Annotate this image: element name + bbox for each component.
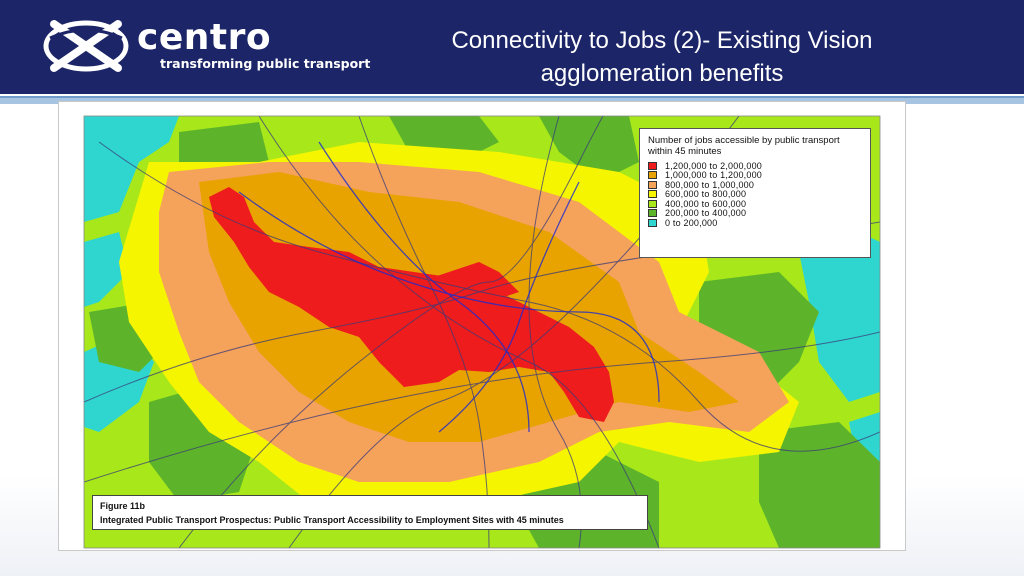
legend-item: 600,000 to 800,000: [648, 189, 862, 200]
legend-swatch: [648, 199, 657, 208]
motorway-network: [238, 141, 660, 433]
zone-dgreen-se: [759, 422, 880, 548]
map-legend: Number of jobs accessible by public tran…: [639, 128, 871, 258]
zone-dgreen-ne: [539, 116, 639, 182]
figure-caption: Figure 11b Integrated Public Transport P…: [92, 495, 648, 530]
legend-label: 0 to 200,000: [665, 217, 718, 228]
zone-cyan-w: [84, 232, 129, 307]
header-bar: [0, 0, 1024, 94]
zone-red-arm: [434, 262, 519, 302]
legend-label: 600,000 to 800,000: [665, 189, 747, 200]
brand-name: centro: [137, 17, 272, 58]
legend-swatch: [648, 209, 657, 218]
slide-title-line-1: Connectivity to Jobs (2)- Existing Visio…: [451, 27, 873, 54]
legend-label: 400,000 to 600,000: [665, 198, 747, 209]
zone-cyan-ne: [799, 232, 880, 402]
legend-item: 200,000 to 400,000: [648, 208, 862, 219]
legend-item: 400,000 to 600,000: [648, 199, 862, 209]
legend-item: 1,200,000 to 2,000,000: [648, 161, 862, 171]
centro-logo-icon: [43, 20, 129, 72]
brand-tagline: transforming public transport: [160, 56, 371, 71]
legend-label: 200,000 to 400,000: [665, 208, 747, 219]
legend-item: 0 to 200,000: [648, 218, 862, 228]
legend-label: 800,000 to 1,000,000: [665, 179, 755, 190]
legend-item: 1,000,000 to 1,200,000: [648, 170, 862, 181]
legend-label: 1,200,000 to 2,000,000: [665, 160, 762, 171]
zone-cyan-nw: [84, 116, 179, 222]
legend-title: Number of jobs accessible by public tran…: [648, 135, 840, 157]
legend-swatch: [648, 190, 657, 199]
figure-number: Figure 11b: [100, 501, 146, 511]
legend-label: 1,000,000 to 1,200,000: [665, 170, 762, 181]
slide-title: Connectivity to Jobs (2)- Existing Visio…: [392, 24, 932, 90]
slide-title-line-2: agglomeration benefits: [540, 60, 784, 87]
legend-swatch: [648, 218, 657, 227]
legend-swatch: [648, 171, 657, 180]
legend-swatch: [648, 161, 657, 170]
transport-network: [84, 116, 880, 548]
legend-swatch: [648, 180, 657, 189]
header-divider: [0, 94, 1024, 104]
accessibility-map: Number of jobs accessible by public tran…: [58, 101, 906, 551]
legend-item: 800,000 to 1,000,000: [648, 180, 862, 190]
figure-caption-text: Integrated Public Transport Prospectus: …: [100, 515, 564, 525]
